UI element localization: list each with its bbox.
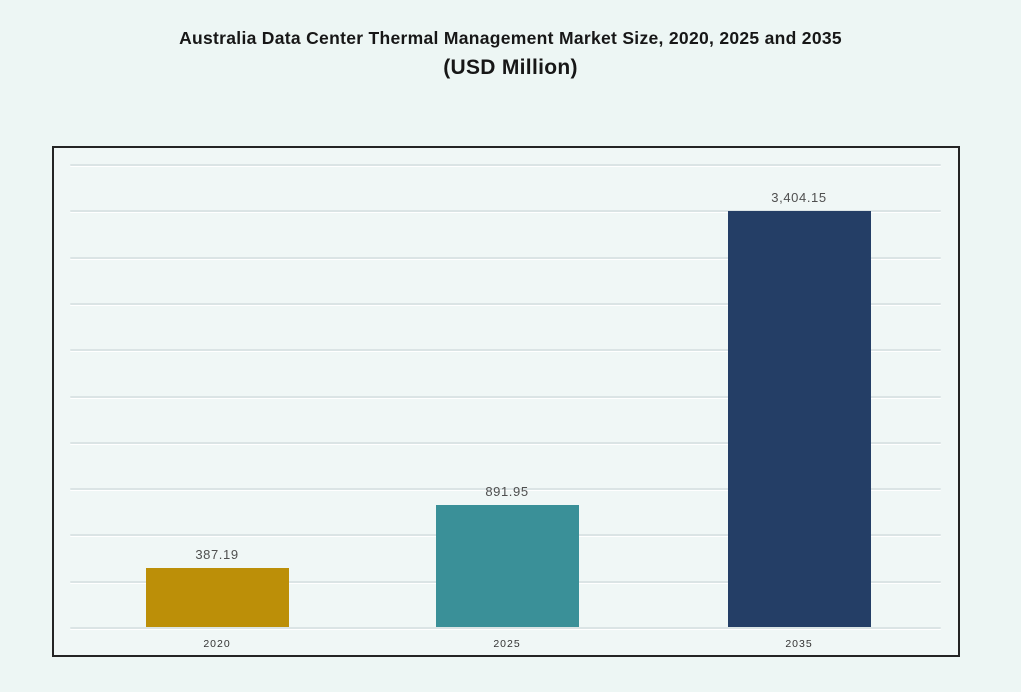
gridline [70,627,941,629]
bar-2020 [145,568,289,627]
gridline [70,395,941,398]
bar-value-label-2035: 3,404.15 [771,190,827,205]
chart-title-block: Australia Data Center Thermal Management… [0,28,1021,80]
x-axis-label-2035: 2035 [785,638,813,650]
gridline [70,349,941,352]
x-axis-label-2025: 2025 [493,638,521,650]
gridline [70,164,941,166]
bar-value-label-2020: 387.19 [195,547,239,562]
gridline [70,210,941,213]
chart-subtitle: (USD Million) [443,56,578,79]
gridline [70,441,941,444]
gridline [70,302,941,305]
gridline [70,488,941,491]
chart-frame: 387.19 2020 891.95 2025 3,404.15 2035 [52,146,960,657]
bar-value-label-2025: 891.95 [485,484,529,499]
bar-2035 [727,211,871,627]
bar-2025 [435,505,579,627]
x-axis-label-2020: 2020 [203,638,231,650]
chart-title: Australia Data Center Thermal Management… [179,28,842,48]
gridline [70,256,941,259]
plot-area: 387.19 2020 891.95 2025 3,404.15 2035 [54,148,958,655]
